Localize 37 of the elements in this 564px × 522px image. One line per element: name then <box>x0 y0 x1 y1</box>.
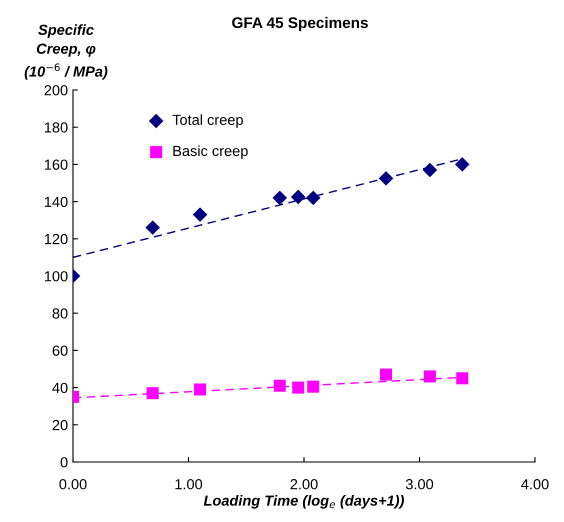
point <box>424 370 436 382</box>
point <box>146 387 159 400</box>
x-tick-label: 0.00 <box>59 479 87 490</box>
y-tick-label: 180 <box>44 122 68 133</box>
point <box>456 372 468 384</box>
point <box>272 190 288 206</box>
x-tick-label: 4.00 <box>521 479 549 490</box>
y-tick-label: 40 <box>52 382 68 394</box>
point <box>454 157 470 172</box>
y-tick-label: 200 <box>44 85 68 96</box>
point <box>290 190 306 204</box>
x-tick-label: 1.00 <box>175 479 202 490</box>
point <box>306 190 321 206</box>
y-tick-label: 20 <box>52 420 68 430</box>
point <box>274 380 286 392</box>
x-axis-title: Loading Time (log$_{e}$ (days+1)) <box>204 495 404 509</box>
legend-label: Basic creep <box>173 145 248 159</box>
point <box>192 207 208 222</box>
y-axis-title: Specific Creep, φ (10$^{−6}$ / MPa) <box>24 24 108 80</box>
point <box>194 383 206 396</box>
point <box>422 162 438 178</box>
legend-label: Total creep <box>172 114 243 128</box>
y-tick-label: 140 <box>44 196 68 208</box>
point <box>307 380 320 393</box>
y-tick-label: 100 <box>44 271 68 282</box>
y-tick-label: 120 <box>44 234 68 244</box>
y-tick-label: 160 <box>44 160 68 170</box>
x-tick-label: 3.00 <box>406 479 434 490</box>
point <box>292 382 304 394</box>
point <box>378 171 394 186</box>
y-tick-label: 80 <box>52 308 68 319</box>
x-tick-label: 2.00 <box>290 479 318 490</box>
y-tick-label: 0 <box>60 457 68 468</box>
chart-title: GFA 45 Specimens <box>232 16 368 32</box>
point <box>145 220 160 235</box>
point <box>380 368 392 381</box>
y-tick-label: 60 <box>52 346 68 356</box>
